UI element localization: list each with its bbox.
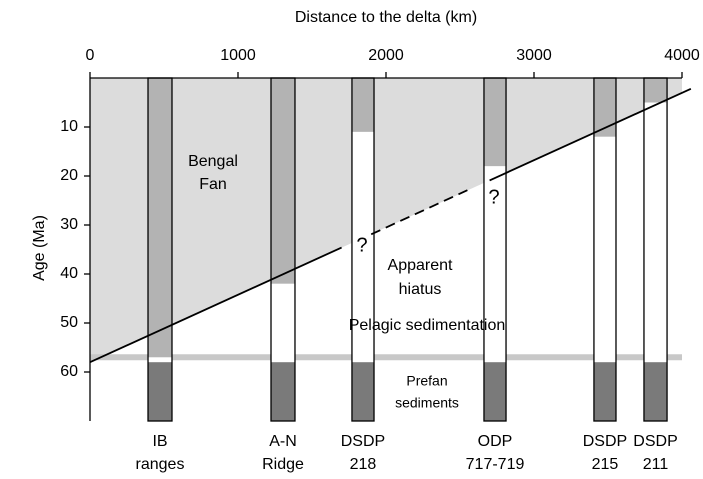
fan-base-line	[370, 189, 468, 236]
annotation: Pelagic sedimentation	[349, 317, 506, 334]
column-prefan	[483, 362, 507, 421]
column-label: DSDP	[341, 433, 385, 450]
y-tick-label: 30	[60, 216, 78, 233]
annotation: hiatus	[399, 281, 442, 298]
annotation: Apparent	[388, 257, 453, 274]
x-tick-label: 0	[86, 47, 95, 64]
column-prefan	[148, 362, 172, 421]
x-axis-title: Distance to the delta (km)	[295, 9, 477, 26]
column-fan	[351, 78, 375, 132]
annotation: ?	[488, 186, 499, 208]
column-label: A-N	[269, 433, 297, 450]
column-gap	[271, 283, 295, 363]
y-tick-label: 60	[60, 363, 78, 380]
column-gap	[148, 357, 172, 363]
x-tick-label: 2000	[368, 47, 404, 64]
column-label: Ridge	[262, 456, 304, 473]
column-label: ranges	[136, 456, 185, 473]
y-tick-label: 40	[60, 265, 78, 282]
column-prefan	[643, 362, 668, 421]
column-prefan	[271, 362, 295, 421]
x-tick-label: 1000	[220, 47, 256, 64]
column-label: 218	[350, 456, 377, 473]
x-tick-label: 3000	[516, 47, 552, 64]
y-tick-label: 20	[60, 167, 78, 184]
column-label: 717-719	[466, 456, 525, 473]
fan-base-line	[489, 87, 692, 182]
column-fan	[271, 78, 295, 284]
column-fan	[483, 78, 507, 167]
annotation: Prefan	[406, 373, 447, 389]
column-label: ODP	[478, 433, 513, 450]
column-prefan	[593, 362, 616, 421]
column-label: 215	[592, 456, 619, 473]
y-tick-label: 10	[60, 118, 78, 135]
column-prefan	[351, 362, 375, 421]
column-gap	[593, 136, 616, 363]
column-fan	[593, 78, 616, 137]
y-tick-label: 50	[60, 314, 78, 331]
annotation: Bengal	[188, 153, 238, 170]
column-gap	[351, 131, 375, 363]
annotation: Fan	[199, 176, 227, 193]
annotation: sediments	[395, 395, 459, 411]
column-label: DSDP	[633, 433, 677, 450]
column-gap	[643, 102, 668, 363]
annotation: ?	[356, 234, 367, 256]
column-fan	[643, 78, 668, 103]
column-label: DSDP	[583, 433, 627, 450]
column-label: 211	[643, 456, 669, 473]
x-tick-label: 4000	[664, 47, 700, 64]
y-axis-title: Age (Ma)	[31, 215, 48, 281]
column-fan	[148, 78, 172, 358]
column-gap	[483, 166, 507, 363]
column-label: IB	[152, 433, 167, 450]
fan-area	[90, 78, 682, 363]
fan-base-line	[89, 246, 342, 364]
